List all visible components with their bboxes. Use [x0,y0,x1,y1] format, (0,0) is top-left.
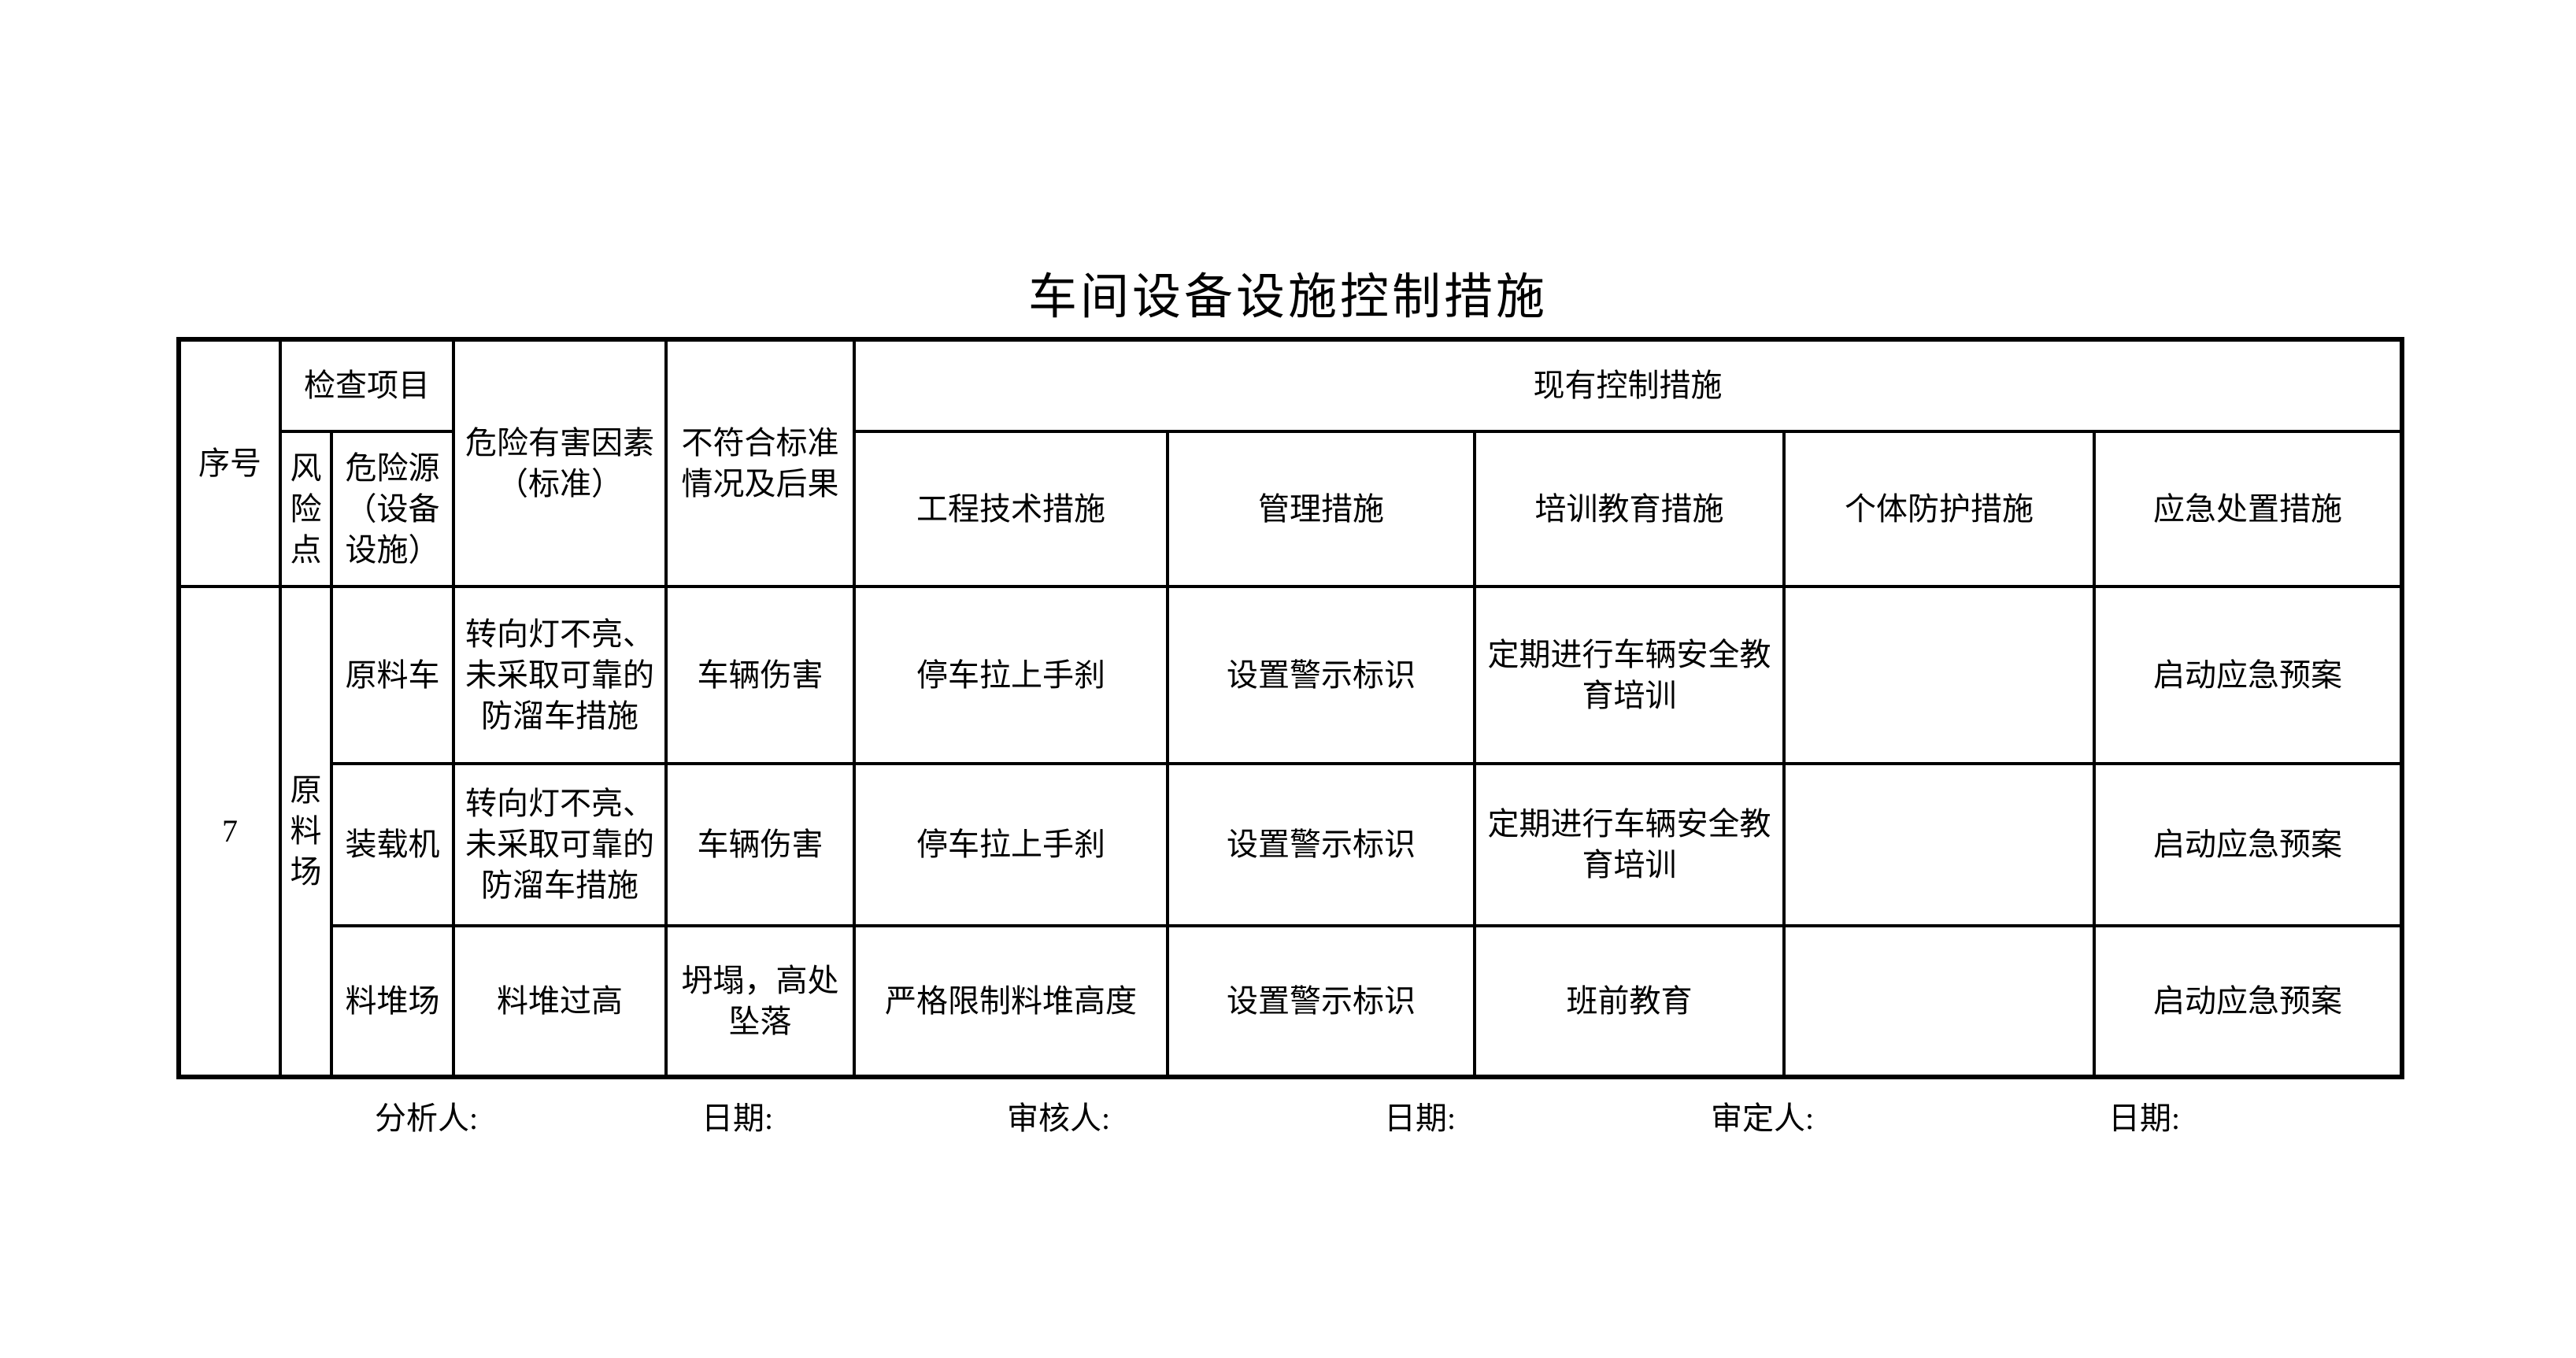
nonconformity-cell: 坍塌，高处 坠落 [664,924,856,1079]
training-cell: 定期进行车辆安全教 育培训 [1473,762,1786,927]
hazard-source-cell: 装载机 [330,762,455,927]
header-nonconformity: 不符合标准 情况及后果 [664,338,856,588]
approver-label: 审定人: [1711,1101,1815,1136]
header-hazard-factor: 危险有害因素 （标准） [452,338,668,588]
table-row: 7 原 料 场 原料车 转向灯不亮、 未采取可靠的 防溜车措施 车辆伤害 停车拉… [177,585,2404,1079]
table-row: 料堆场 料堆过高 坍塌，高处 坠落 严格限制料堆高度 设置警示标识 班前教育 启… [179,924,2404,1079]
ppe-cell [1782,585,2096,765]
header-ppe-measures: 个体防护措施 [1782,430,2096,588]
control-measures-table: 序号 检查项目 危险有害因素 （标准） 不符合标准 情况及后果 现有控制措施 风… [176,337,2405,1079]
reviewer-date-label: 日期: [1384,1101,1456,1136]
header-existing-controls: 现有控制措施 [852,338,2404,433]
header-hazard-source: 危险源 （设备 设施） [330,430,455,588]
header-management-measures: 管理措施 [1166,430,1476,588]
engineering-cell: 严格限制料堆高度 [853,924,1169,1079]
nonconformity-cell: 车辆伤害 [664,762,856,927]
analyst-date-label: 日期: [701,1101,774,1136]
reviewer-label: 审核人: [1007,1101,1111,1136]
ppe-cell [1782,762,2096,927]
table-row: 装载机 转向灯不亮、 未采取可靠的 防溜车措施 车辆伤害 停车拉上手刹 设置警示… [179,762,2404,927]
engineering-cell: 停车拉上手刹 [853,585,1169,765]
approver-date-label: 日期: [2108,1101,2181,1136]
page-title: 车间设备设施控制措施 [1027,271,1548,324]
training-cell: 定期进行车辆安全教 育培训 [1473,585,1786,765]
hazard-source-cell: 料堆场 [330,924,455,1079]
emergency-cell: 启动应急预案 [2092,762,2404,927]
hazard-source-cell: 原料车 [330,585,455,765]
management-cell: 设置警示标识 [1166,924,1476,1079]
emergency-cell: 启动应急预案 [2092,924,2404,1079]
header-seq: 序号 [177,338,282,588]
management-cell: 设置警示标识 [1166,585,1476,765]
seq-cell: 7 [177,585,282,1079]
hazard-factor-cell: 料堆过高 [452,924,668,1079]
header-inspection-item: 检查项目 [279,338,455,433]
header-engineering-measures: 工程技术措施 [853,430,1169,588]
header-risk-point: 风 险 点 [279,430,333,588]
header-training-measures: 培训教育措施 [1473,430,1786,588]
header-row-2: 风 险 点 危险源 （设备 设施） 工程技术措施 管理措施 培训教育措施 个体防… [179,430,2404,588]
risk-point-cell: 原 料 场 [279,585,333,1079]
training-cell: 班前教育 [1473,924,1786,1079]
hazard-factor-cell: 转向灯不亮、 未采取可靠的 防溜车措施 [452,585,668,765]
emergency-cell: 启动应急预案 [2092,585,2404,765]
management-cell: 设置警示标识 [1166,762,1476,927]
header-row-1: 序号 检查项目 危险有害因素 （标准） 不符合标准 情况及后果 现有控制措施 [177,338,2404,588]
ppe-cell [1782,924,2096,1079]
engineering-cell: 停车拉上手刹 [853,762,1169,927]
header-emergency-measures: 应急处置措施 [2092,430,2404,588]
nonconformity-cell: 车辆伤害 [664,585,856,765]
analyst-label: 分析人: [375,1101,479,1136]
hazard-factor-cell: 转向灯不亮、 未采取可靠的 防溜车措施 [452,762,668,927]
